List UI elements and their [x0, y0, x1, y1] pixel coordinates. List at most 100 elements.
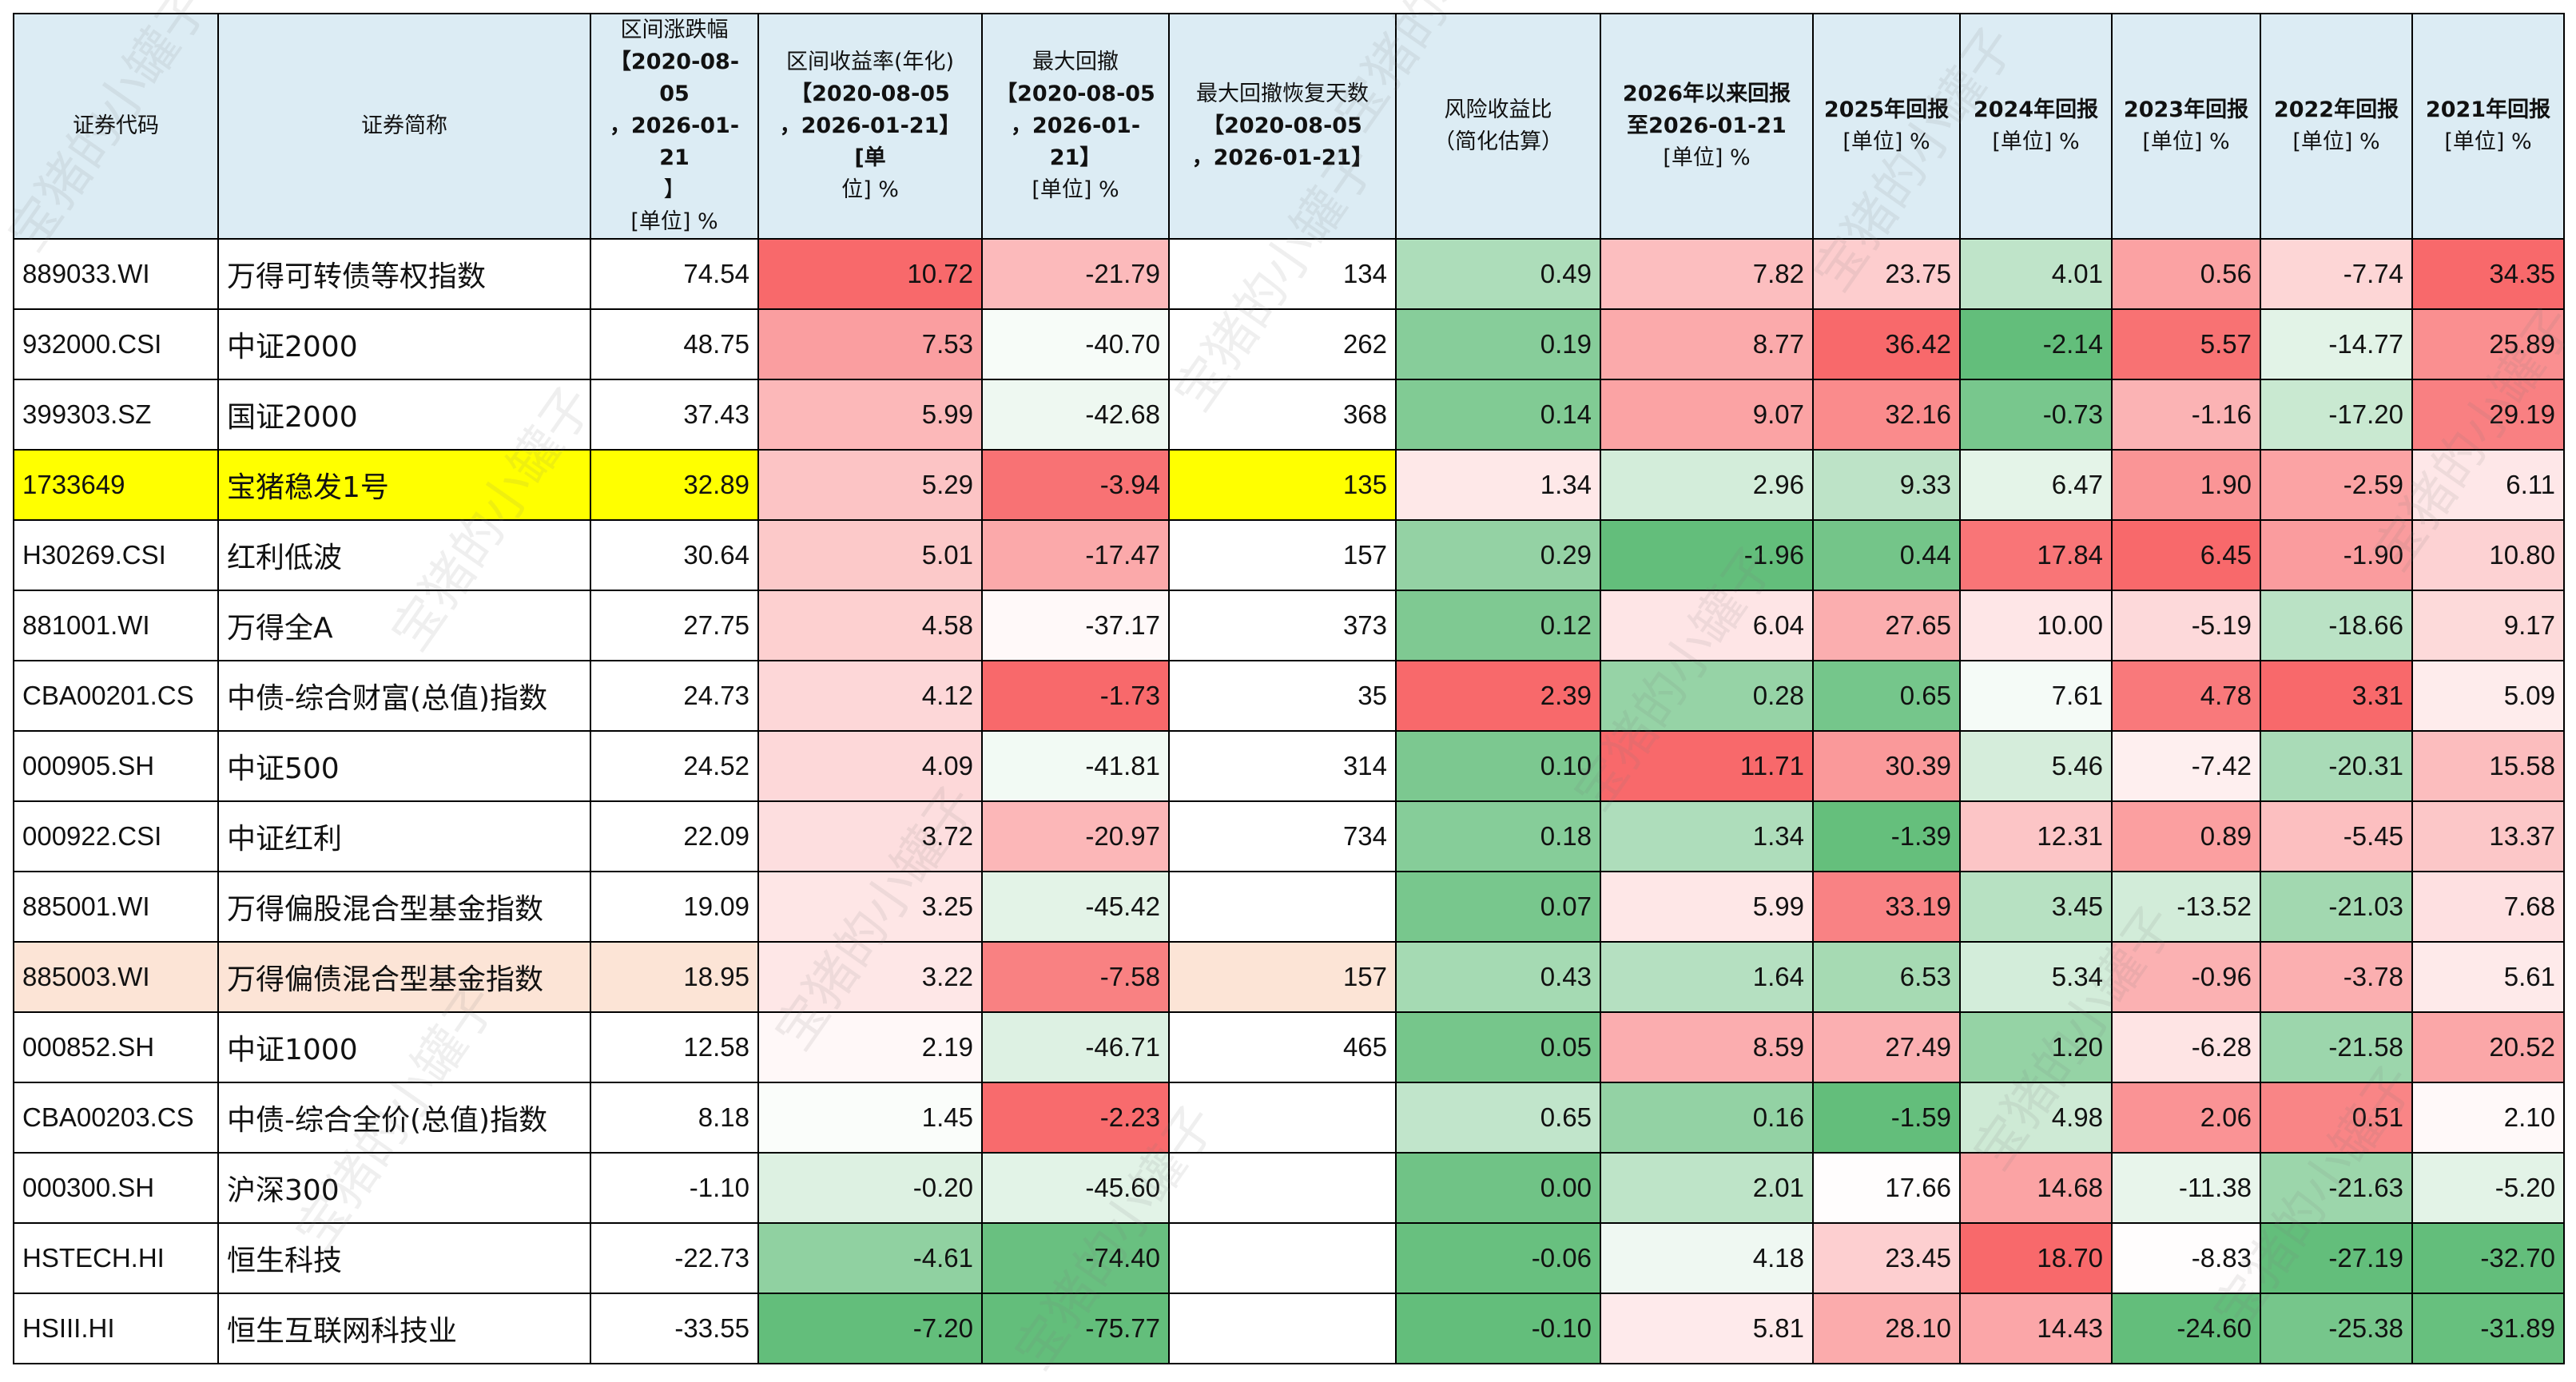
- cell-y22: -20.31: [2260, 730, 2413, 802]
- table-row[interactable]: 889033.WI 万得可转债等权指数 74.54 10.72 -21.79 134 0.4…: [13, 238, 2565, 310]
- cell-rec: 157: [1168, 941, 1397, 1013]
- cell-rec: 134: [1168, 238, 1397, 310]
- fund-comparison-table: 证券代码 证券简称 区间涨跌幅 【2020-08-05 ，2026-01-21】 [单位]…: [13, 13, 2565, 1364]
- table-row[interactable]: CBA00201.CS 中债-综合财富(总值)指数 24.73 4.12 -1.73 35…: [13, 660, 2565, 732]
- cell-y25: 30.39: [1812, 730, 1961, 802]
- cell-rr: 0.14: [1395, 379, 1601, 451]
- header-line: 风险收益比: [1444, 97, 1552, 122]
- cell-y23: 4.78: [2111, 660, 2261, 732]
- cell-chg: -22.73: [590, 1222, 759, 1294]
- column-header-mdd[interactable]: 最大回撤 【2020-08-05 ，2026-01-21】 [单位] %: [981, 13, 1170, 240]
- cell-y23: -7.42: [2111, 730, 2261, 802]
- cell-y25: -1.39: [1812, 800, 1961, 872]
- header-line: 】: [663, 177, 686, 202]
- table-row[interactable]: 000922.CSI 中证红利 22.09 3.72 -20.97 734 0.18 1.34…: [13, 800, 2565, 872]
- header-line: 至2026-01-21: [1627, 113, 1787, 138]
- table-row[interactable]: 000852.SH 中证1000 12.58 2.19 -46.71 465 0.05 8.5…: [13, 1011, 2565, 1083]
- column-header-name[interactable]: 证券简称: [217, 13, 591, 240]
- table-row[interactable]: HSTECH.HI 恒生科技 -22.73 -4.61 -74.40 -0.06 4.18 2…: [13, 1222, 2565, 1294]
- cell-code: 889033.WI: [13, 238, 219, 310]
- cell-ann: 7.53: [757, 308, 983, 380]
- cell-y22: -17.20: [2260, 379, 2413, 451]
- table-row[interactable]: 885003.WI 万得偏债混合型基金指数 18.95 3.22 -7.58 157 0.4…: [13, 941, 2565, 1013]
- column-header-y26[interactable]: 2026年以来回报 至2026-01-21 [单位] %: [1600, 13, 1814, 240]
- table-row[interactable]: 1733649 宝猪稳发1号 32.89 5.29 -3.94 135 1.34 2.96 9.…: [13, 449, 2565, 521]
- table-row[interactable]: 885001.WI 万得偏股混合型基金指数 19.09 3.25 -45.42 0.07 5…: [13, 871, 2565, 943]
- cell-y21: 34.35: [2411, 238, 2565, 310]
- table-row[interactable]: 399303.SZ 国证2000 37.43 5.99 -42.68 368 0.14 9.0…: [13, 379, 2565, 451]
- cell-name: 中证1000: [217, 1011, 591, 1083]
- header-line: [单位] %: [2142, 129, 2230, 154]
- cell-y22: -14.77: [2260, 308, 2413, 380]
- column-header-chg[interactable]: 区间涨跌幅 【2020-08-05 ，2026-01-21 】 [单位] %: [590, 13, 759, 240]
- table-row[interactable]: H30269.CSI 红利低波 30.64 5.01 -17.47 157 0.29 -1.9…: [13, 519, 2565, 591]
- header-line: 最大回撤恢复天数: [1196, 81, 1369, 106]
- table-row[interactable]: 000300.SH 沪深300 -1.10 -0.20 -45.60 0.00 2.01 17…: [13, 1152, 2565, 1224]
- cell-y22: -7.74: [2260, 238, 2413, 310]
- column-header-y23[interactable]: 2023年回报 [单位] %: [2111, 13, 2261, 240]
- cell-mdd: -46.71: [981, 1011, 1170, 1083]
- cell-rr: 1.34: [1395, 449, 1601, 521]
- table-row[interactable]: HSIII.HI 恒生互联网科技业 -33.55 -7.20 -75.77 -0.10 5.…: [13, 1293, 2565, 1364]
- cell-y21: -5.20: [2411, 1152, 2565, 1224]
- cell-y21: 20.52: [2411, 1011, 2565, 1083]
- column-header-ann[interactable]: 区间收益率(年化) 【2020-08-05 ，2026-01-21】[单 位] %: [757, 13, 983, 240]
- cell-chg: 27.75: [590, 590, 759, 661]
- cell-y25: 17.66: [1812, 1152, 1961, 1224]
- cell-mdd: -2.23: [981, 1082, 1170, 1154]
- cell-chg: 48.75: [590, 308, 759, 380]
- header-line: [单位] %: [1032, 177, 1119, 202]
- cell-rec: [1168, 1222, 1397, 1294]
- cell-mdd: -41.81: [981, 730, 1170, 802]
- header-line: [单位] %: [1843, 129, 1930, 154]
- cell-y23: -1.16: [2111, 379, 2261, 451]
- header-line: [单位] %: [2292, 129, 2380, 154]
- column-header-code[interactable]: 证券代码: [13, 13, 219, 240]
- header-line: [单位] %: [1992, 129, 2080, 154]
- cell-y23: -6.28: [2111, 1011, 2261, 1083]
- table-row[interactable]: 932000.CSI 中证2000 48.75 7.53 -40.70 262 0.19 8.…: [13, 308, 2565, 380]
- cell-mdd: -17.47: [981, 519, 1170, 591]
- cell-y22: -21.63: [2260, 1152, 2413, 1224]
- cell-name: 沪深300: [217, 1152, 591, 1224]
- cell-y21: 7.68: [2411, 871, 2565, 943]
- table-row[interactable]: 881001.WI 万得全A 27.75 4.58 -37.17 373 0.12 6.04 2…: [13, 590, 2565, 661]
- cell-y26: 0.16: [1600, 1082, 1814, 1154]
- cell-name: 中债-综合财富(总值)指数: [217, 660, 591, 732]
- cell-y24: -2.14: [1959, 308, 2113, 380]
- cell-rec: [1168, 1082, 1397, 1154]
- cell-code: 885001.WI: [13, 871, 219, 943]
- header-line: 【2020-08-05: [609, 50, 740, 106]
- cell-y24: 4.98: [1959, 1082, 2113, 1154]
- cell-ann: -4.61: [757, 1222, 983, 1294]
- cell-y26: 7.82: [1600, 238, 1814, 310]
- header-line: [单位] %: [630, 209, 718, 234]
- cell-ann: 3.22: [757, 941, 983, 1013]
- cell-name: 红利低波: [217, 519, 591, 591]
- cell-y26: 4.18: [1600, 1222, 1814, 1294]
- cell-y22: -27.19: [2260, 1222, 2413, 1294]
- column-header-y22[interactable]: 2022年回报 [单位] %: [2260, 13, 2413, 240]
- cell-code: 881001.WI: [13, 590, 219, 661]
- column-header-y24[interactable]: 2024年回报 [单位] %: [1959, 13, 2113, 240]
- column-header-rr[interactable]: 风险收益比 （简化估算）: [1395, 13, 1601, 240]
- table-row[interactable]: CBA00203.CS 中债-综合全价(总值)指数 8.18 1.45 -2.23 0.6…: [13, 1082, 2565, 1154]
- header-line: 证券简称: [361, 113, 447, 138]
- header-line: 2021年回报: [2425, 97, 2551, 122]
- cell-y23: -24.60: [2111, 1293, 2261, 1364]
- cell-y23: -8.83: [2111, 1222, 2261, 1294]
- cell-y24: 5.46: [1959, 730, 2113, 802]
- cell-y26: 1.64: [1600, 941, 1814, 1013]
- column-header-rec[interactable]: 最大回撤恢复天数 【2020-08-05 ，2026-01-21】: [1168, 13, 1397, 240]
- cell-y26: 8.59: [1600, 1011, 1814, 1083]
- cell-y24: 10.00: [1959, 590, 2113, 661]
- column-header-y21[interactable]: 2021年回报 [单位] %: [2411, 13, 2565, 240]
- cell-chg: 12.58: [590, 1011, 759, 1083]
- cell-ann: 5.99: [757, 379, 983, 451]
- cell-chg: 24.73: [590, 660, 759, 732]
- cell-rec: 465: [1168, 1011, 1397, 1083]
- cell-rec: 373: [1168, 590, 1397, 661]
- column-header-y25[interactable]: 2025年回报 [单位] %: [1812, 13, 1961, 240]
- cell-name: 恒生互联网科技业: [217, 1293, 591, 1364]
- table-row[interactable]: 000905.SH 中证500 24.52 4.09 -41.81 314 0.10 11.7…: [13, 730, 2565, 802]
